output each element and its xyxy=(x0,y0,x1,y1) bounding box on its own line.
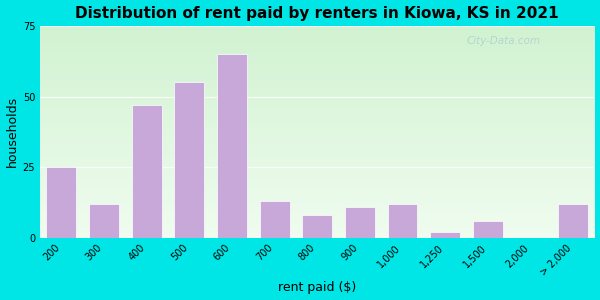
Bar xyxy=(46,167,76,238)
Bar xyxy=(388,204,418,238)
Bar xyxy=(89,204,119,238)
Bar xyxy=(558,204,588,238)
Bar xyxy=(345,207,375,238)
X-axis label: rent paid ($): rent paid ($) xyxy=(278,281,356,294)
Bar xyxy=(430,232,460,238)
Bar xyxy=(473,221,503,238)
Bar xyxy=(132,105,161,238)
Bar xyxy=(302,215,332,238)
Bar xyxy=(217,54,247,238)
Y-axis label: households: households xyxy=(5,96,19,167)
Bar xyxy=(175,82,204,238)
Bar xyxy=(260,201,290,238)
Text: City-Data.com: City-Data.com xyxy=(467,37,541,46)
Title: Distribution of rent paid by renters in Kiowa, KS in 2021: Distribution of rent paid by renters in … xyxy=(76,6,559,21)
